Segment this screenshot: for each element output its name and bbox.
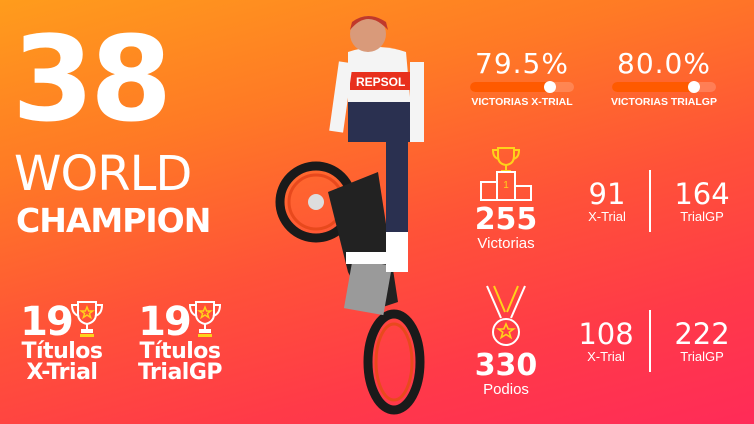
rider-image: REPSOL: [275, 16, 425, 415]
progress-knob: [688, 81, 700, 93]
winrate-trialgp-value: 80.0%: [617, 47, 711, 80]
podiums-xtrial-value: 108: [578, 317, 634, 351]
podiums-trialgp: 222 TrialGP: [660, 317, 744, 365]
titles-trialgp: 19 Títulos TrialGP: [130, 299, 230, 385]
victories-xtrial-value: 91: [588, 177, 626, 211]
winrate-trialgp-label: VICTORIAS TRIALGP: [611, 96, 717, 108]
divider: [649, 310, 651, 372]
divider: [649, 170, 651, 232]
titles-xtrial-label-2: X-Trial: [26, 359, 98, 385]
podiums-xtrial: 108 X-Trial: [568, 317, 644, 365]
victories-block: 1 255 Victorias: [466, 146, 546, 252]
winrate-xtrial-value: 79.5%: [475, 47, 569, 80]
headline-champion: CHAMPION: [16, 201, 211, 240]
titles-xtrial-number: 19: [20, 299, 74, 345]
headline-world: WORLD: [14, 146, 192, 202]
winrate-trialgp: 80.0% VICTORIAS TRIALGP: [604, 47, 724, 109]
victories-trialgp: 164 TrialGP: [660, 177, 744, 225]
podiums-label: Podios: [483, 381, 529, 398]
winrate-xtrial-label: VICTORIAS X-TRIAL: [471, 96, 573, 108]
titles-trialgp-label-2: TrialGP: [137, 359, 223, 385]
titles-trialgp-label-1: Títulos: [139, 339, 221, 364]
podium-digit: 1: [503, 180, 509, 191]
winrate-trialgp-bar: [612, 81, 716, 93]
podiums-trialgp-value: 222: [674, 317, 730, 351]
victories-total: 255: [474, 202, 538, 237]
winrate-xtrial-bar: [470, 81, 574, 93]
titles-trialgp-number: 19: [138, 299, 192, 345]
progress-knob: [544, 81, 556, 93]
titles-xtrial-label-1: Títulos: [21, 339, 103, 364]
victories-label: Victorias: [477, 235, 535, 252]
victories-xtrial: 91 X-Trial: [572, 177, 642, 225]
podiums-block: 330 Podios: [466, 284, 546, 398]
victories-trialgp-label: TrialGP: [680, 209, 724, 224]
winrate-xtrial: 79.5% VICTORIAS X-TRIAL: [462, 50, 582, 108]
podiums-xtrial-label: X-Trial: [587, 349, 625, 364]
victories-xtrial-label: X-Trial: [588, 209, 626, 224]
medal-icon: [486, 285, 526, 346]
podiums-total: 330: [474, 348, 538, 383]
titles-xtrial: 19 Títulos X-Trial: [12, 299, 112, 385]
jersey-text: REPSOL: [356, 75, 405, 89]
victories-trialgp-value: 164: [674, 177, 730, 211]
trophy-icon: [188, 301, 221, 337]
podiums-trialgp-label: TrialGP: [680, 349, 724, 364]
trophy-icon: [70, 301, 103, 337]
podium-trophy-icon: 1: [480, 147, 532, 201]
champion-count: 38: [12, 10, 172, 148]
